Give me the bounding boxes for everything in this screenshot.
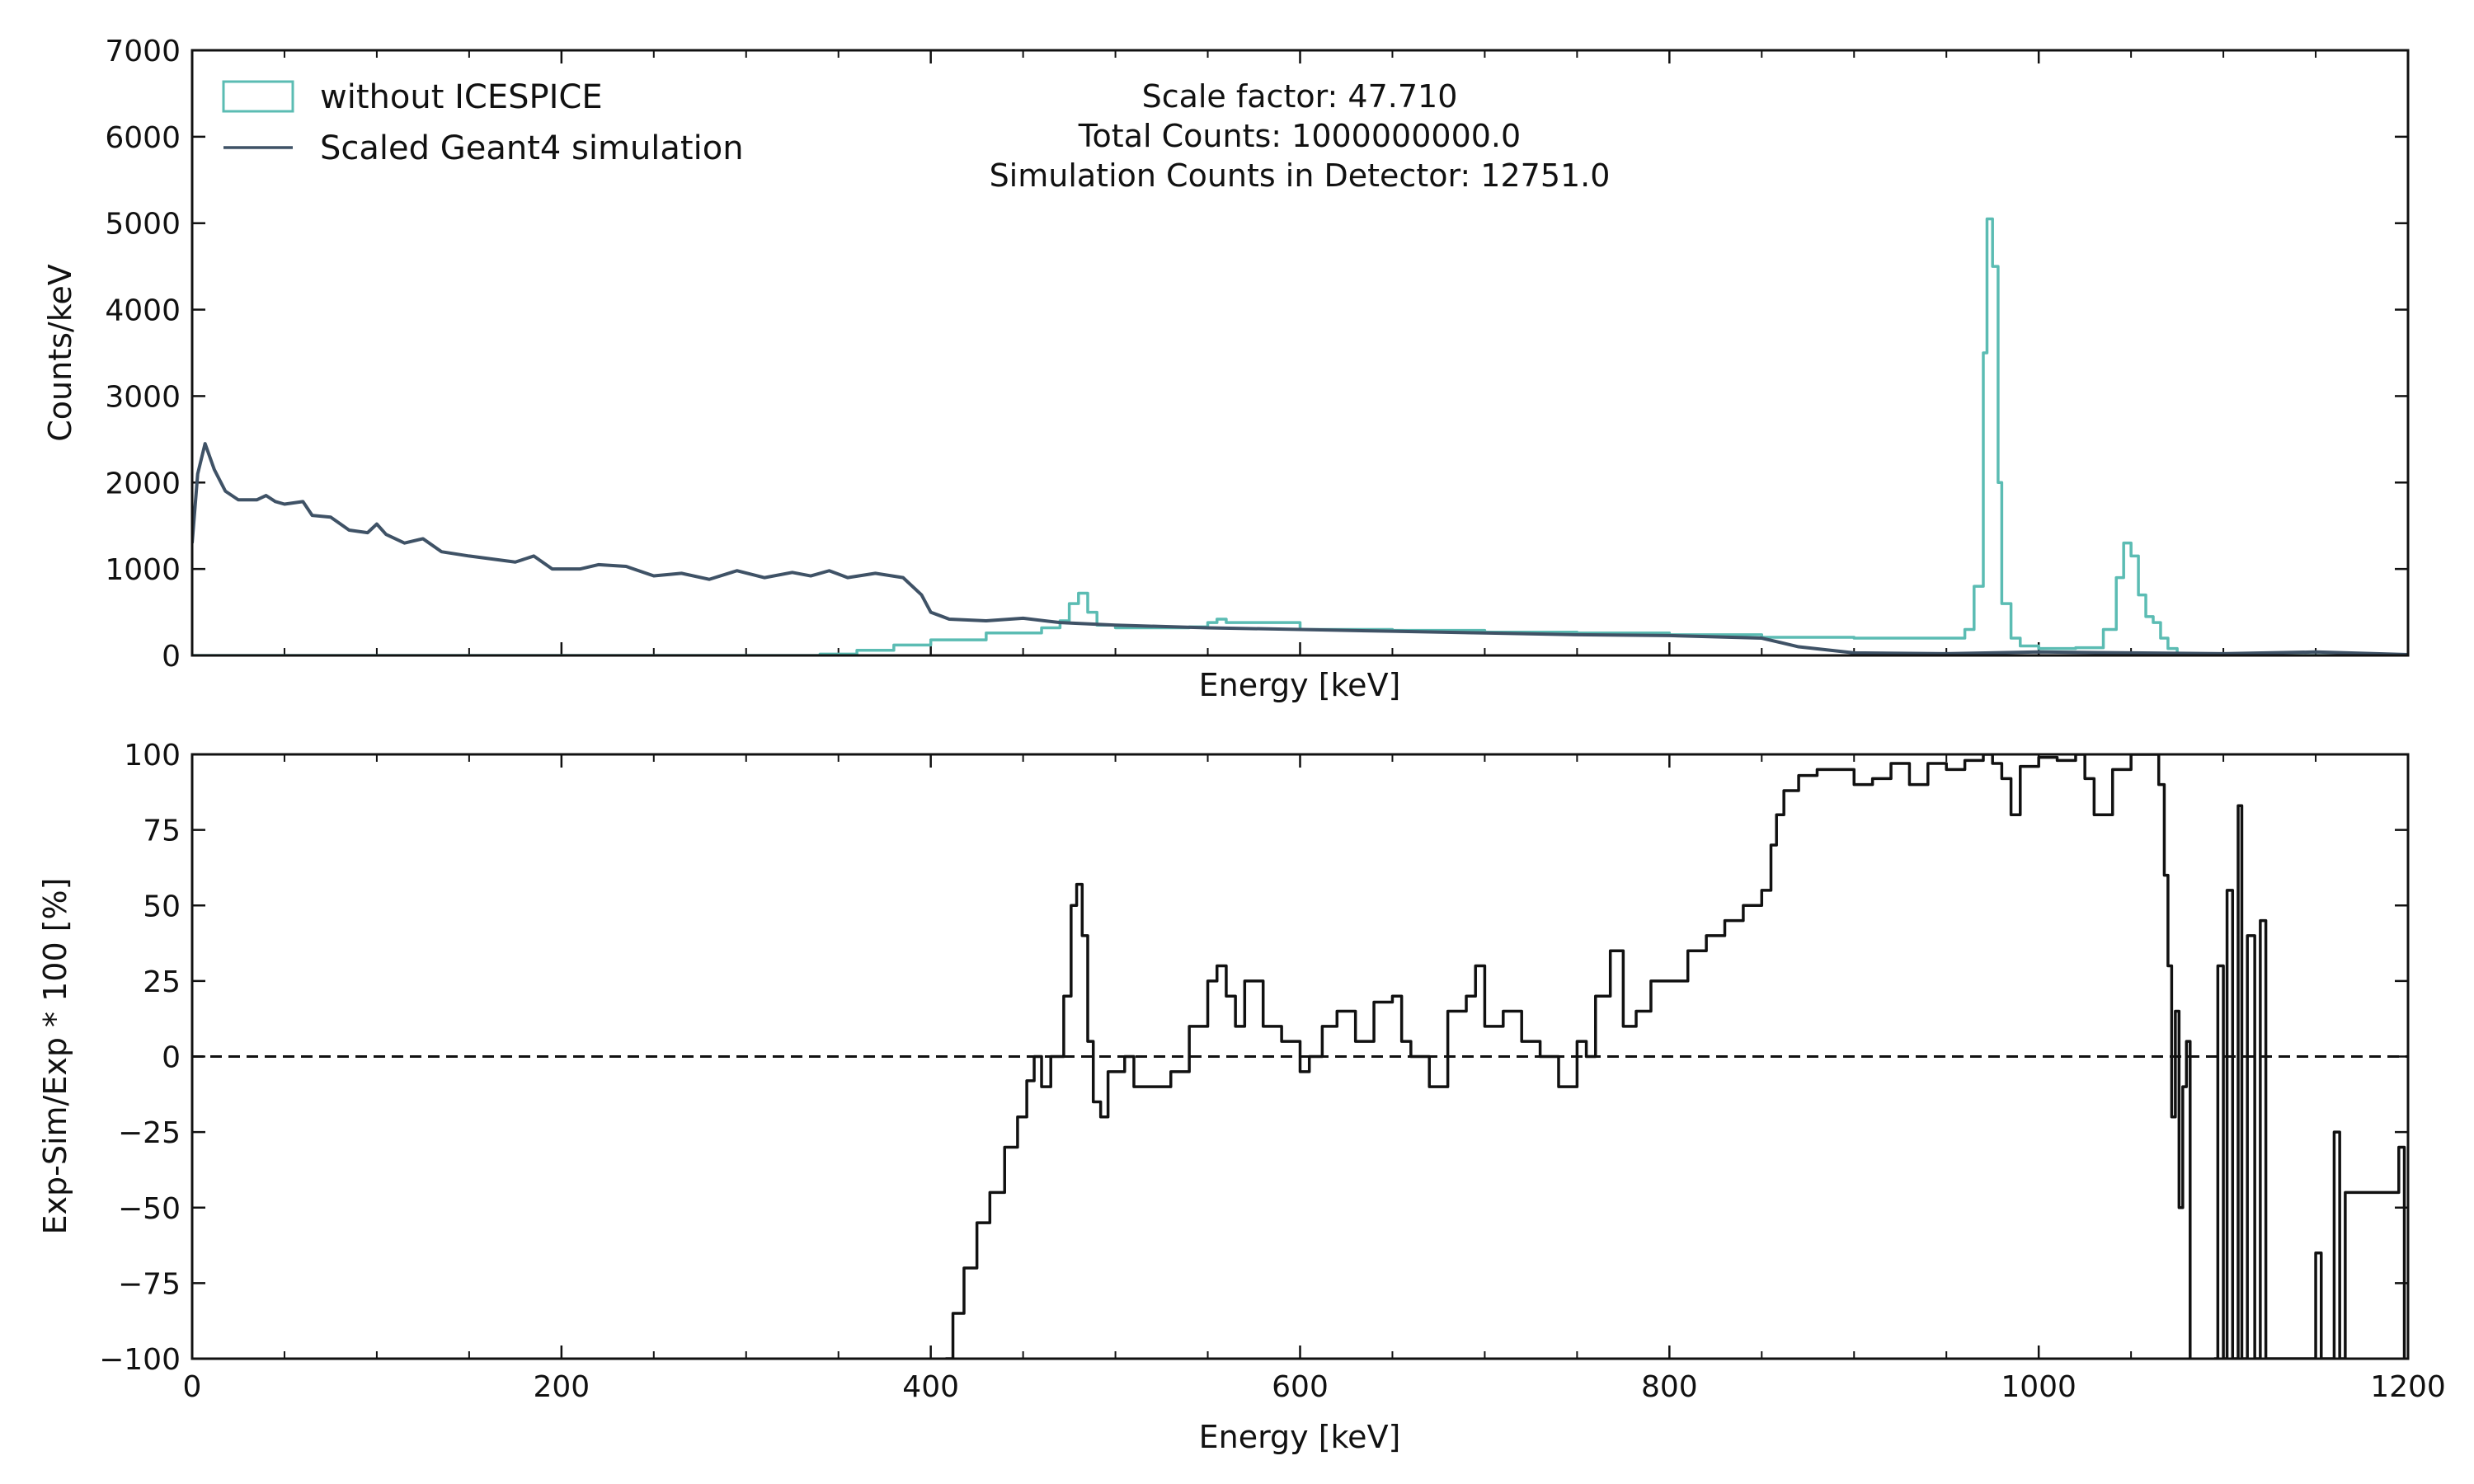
legend: without ICESPICE Scaled Geant4 simulatio… xyxy=(222,78,744,167)
top-y-tick-label: 4000 xyxy=(105,294,181,328)
top-y-tick-label: 7000 xyxy=(105,35,181,68)
bottom-y-tick-label: 75 xyxy=(143,815,181,848)
bottom-x-tick-label: 800 xyxy=(1641,1370,1698,1404)
series-residual xyxy=(945,754,2192,1359)
top-panel: 0 1000 2000 3000 4000 5000 6000 7000 Energy [ke… xyxy=(42,35,2410,703)
series-without-icespice xyxy=(192,217,2408,655)
bottom-y-tick-label: 50 xyxy=(143,890,181,923)
top-y-tick-label: 5000 xyxy=(105,208,181,242)
bottom-x-tick-label: 400 xyxy=(902,1370,959,1404)
annotation-block: Scale factor: 47.710 Total Counts: 10000… xyxy=(990,78,1611,194)
bottom-plot-area xyxy=(192,754,2408,1359)
bottom-y-tick-label: −100 xyxy=(99,1343,181,1377)
bottom-y-tick-label: −50 xyxy=(118,1192,181,1226)
top-y-tick-label: 6000 xyxy=(105,121,181,155)
bottom-y-tick-label: 100 xyxy=(124,739,181,773)
top-axes-frame xyxy=(190,49,2410,657)
top-y-tick-label: 0 xyxy=(162,640,181,674)
bottom-y-tick-label: −75 xyxy=(118,1267,181,1301)
bottom-y-tick-label: 0 xyxy=(162,1041,181,1075)
bottom-ticks: 0 200 400 600 800 1000 1200 −100 −75 −50 −25 0 25 50 7… xyxy=(99,739,2446,1404)
bottom-y-tick-label: −25 xyxy=(118,1116,181,1150)
top-plot-area xyxy=(192,217,2408,655)
bottom-panel: 0 200 400 600 800 1000 1200 −100 −75 −50 −25 0 25 50 7… xyxy=(37,739,2446,1455)
bottom-x-tick-label: 200 xyxy=(533,1370,590,1404)
series-scaled-geant4-simulation xyxy=(192,442,2408,655)
bottom-axes-frame xyxy=(190,753,2410,1360)
top-y-axis-label: Counts/keV xyxy=(42,264,78,441)
annotation-scale-factor: Scale factor: 47.710 xyxy=(1142,78,1458,115)
annotation-simulation-counts: Simulation Counts in Detector: 12751.0 xyxy=(990,157,1611,194)
top-x-axis-label: Energy [keV] xyxy=(1199,667,1401,703)
bottom-x-tick-label: 1000 xyxy=(2001,1370,2077,1404)
bottom-x-tick-label: 600 xyxy=(1272,1370,1329,1404)
top-y-tick-label: 3000 xyxy=(105,380,181,414)
annotation-total-counts: Total Counts: 1000000000.0 xyxy=(1078,118,1521,154)
legend-label-simulation: Scaled Geant4 simulation xyxy=(320,129,744,167)
bottom-x-tick-label: 0 xyxy=(183,1370,202,1404)
series-residual-spikes xyxy=(2213,804,2406,1359)
bottom-x-axis-label: Energy [keV] xyxy=(1199,1419,1401,1455)
legend-swatch-experiment xyxy=(222,80,294,113)
legend-label-experiment: without ICESPICE xyxy=(320,78,603,116)
top-y-tick-label: 1000 xyxy=(105,553,181,587)
top-y-tick-label: 2000 xyxy=(105,467,181,500)
bottom-y-axis-label: Exp-Sim/Exp * 100 [%] xyxy=(37,878,73,1235)
bottom-y-tick-label: 25 xyxy=(143,965,181,999)
bottom-x-tick-label: 1200 xyxy=(2370,1370,2446,1404)
